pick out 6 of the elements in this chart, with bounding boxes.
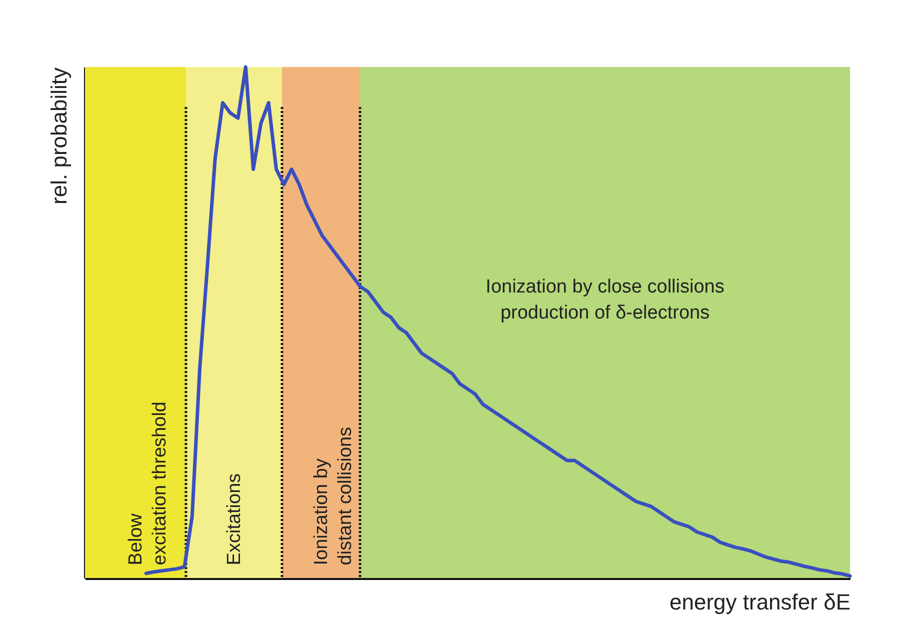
annotation: Excitations <box>224 473 245 566</box>
x-axis-title: energy transfer δE <box>670 590 850 614</box>
y-axis-title: rel. probability <box>46 68 72 204</box>
annotation: Ionization by distant collisions <box>311 426 356 566</box>
annotation: Below excitation threshold <box>125 402 170 566</box>
annotation: Ionization by close collisions production of δ-electrons <box>486 276 724 324</box>
